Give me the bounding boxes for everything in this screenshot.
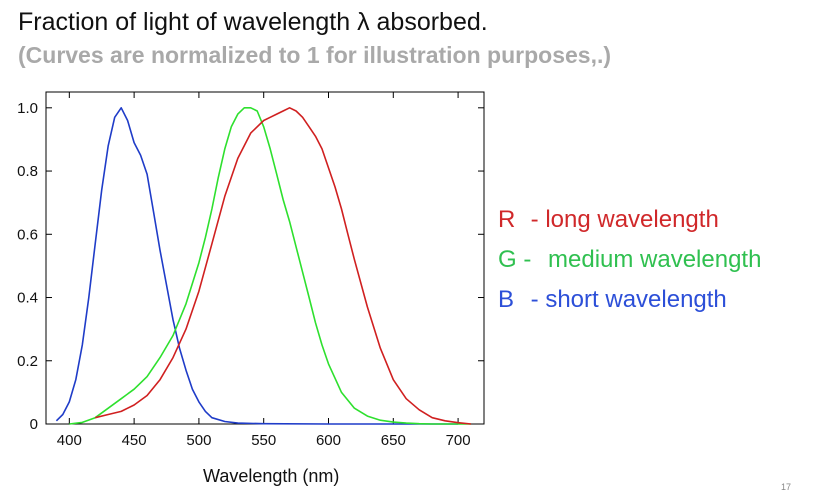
legend: R - long wavelength G - medium wavelengt…	[498, 200, 761, 320]
y-tick-label: 0.4	[17, 290, 38, 307]
series-line-b	[55, 107, 459, 425]
series-line-r	[95, 107, 472, 425]
x-tick-label: 600	[316, 432, 341, 449]
plot-area: 400 450 500 550 600 650 700 0 0.2 0.4 0.6 0.8 1.0	[17, 91, 485, 449]
y-tick-label: 0.2	[17, 353, 38, 370]
y-tick-label: 0.6	[17, 226, 38, 243]
x-tick-label: 450	[122, 432, 147, 449]
slide-number: 17	[781, 482, 792, 492]
series-line-g	[69, 107, 471, 425]
x-tick-label: 700	[446, 432, 471, 449]
legend-item-g: G - medium wavelength	[498, 240, 761, 280]
x-tick-label: 550	[251, 432, 276, 449]
x-axis-label: Wavelength (nm)	[203, 466, 340, 486]
x-tick-label: 400	[57, 432, 82, 449]
legend-text-r: - long wavelength	[530, 206, 719, 233]
legend-item-b: B - short wavelength	[498, 280, 761, 320]
y-tick-label: 1.0	[17, 100, 38, 117]
legend-item-r: R - long wavelength	[498, 200, 761, 240]
y-tick-label: 0.8	[17, 163, 38, 180]
x-tick-label: 500	[186, 432, 211, 449]
legend-letter-b: B	[498, 286, 515, 313]
plot-frame	[45, 91, 485, 425]
legend-letter-g: G -	[498, 246, 532, 273]
legend-letter-r: R	[498, 206, 516, 233]
legend-text-b: - short wavelength	[530, 286, 727, 313]
y-tick-label: 0	[30, 416, 38, 433]
slide-title: Fraction of light of wavelength λ absorb…	[18, 8, 488, 36]
x-tick-label: 650	[381, 432, 406, 449]
legend-text-g: medium wavelength	[548, 246, 762, 273]
slide-subtitle: (Curves are normalized to 1 for illustra…	[18, 42, 612, 68]
